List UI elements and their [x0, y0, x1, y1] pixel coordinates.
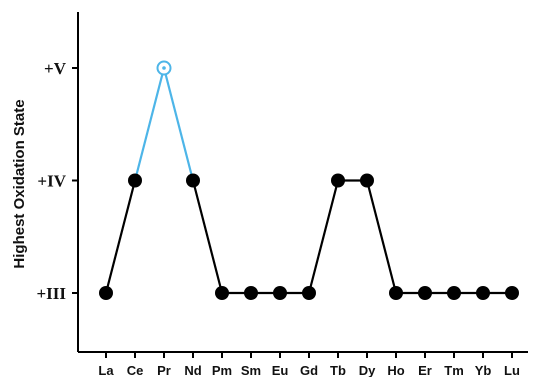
y-tick-label: +V — [44, 59, 67, 78]
data-point-nd — [186, 173, 200, 188]
x-tick-label-yb: Yb — [475, 363, 492, 377]
data-point-sm — [244, 286, 258, 300]
y-axis-title: Highest Oxidation State — [11, 99, 28, 268]
y-ticks: +III +IV +V — [36, 59, 78, 303]
data-point-lu — [505, 286, 519, 300]
x-tick-label-eu: Eu — [272, 363, 289, 377]
data-point-la — [99, 286, 113, 300]
y-tick-label: +III — [36, 284, 66, 303]
data-point-eu — [273, 286, 287, 300]
axes — [77, 12, 528, 353]
series-segment-10 — [365, 180, 398, 294]
data-point-ho — [389, 286, 403, 300]
x-tick-label-pm: Pm — [212, 363, 232, 377]
x-tick-label-pr: Pr — [157, 363, 171, 377]
data-point-er — [418, 286, 432, 300]
series-segment-4 — [191, 180, 224, 294]
data-point-dy — [360, 173, 374, 188]
x-tick-label-la: La — [98, 363, 114, 377]
series-line — [104, 67, 512, 295]
x-tick-label-gd: Gd — [300, 363, 318, 377]
series-segment-3 — [162, 67, 195, 181]
x-tick-label-tb: Tb — [330, 363, 346, 377]
series-segment-1 — [104, 180, 137, 294]
x-ticks: La Ce Pr Nd Pm Sm Eu Gd Tb Dy Ho Er Tm Yb Lu — [98, 352, 520, 377]
x-tick-label-dy: Dy — [359, 363, 376, 377]
data-point-yb — [476, 286, 490, 300]
series-segment-8 — [307, 180, 340, 294]
data-point-tm — [447, 286, 461, 300]
data-point-tb — [331, 173, 345, 188]
x-tick-label-nd: Nd — [184, 363, 201, 377]
data-point-gd — [302, 286, 316, 300]
series-markers — [99, 60, 519, 300]
y-tick-label: +IV — [37, 172, 66, 191]
data-point-pm — [215, 286, 229, 300]
series-segment-2 — [133, 67, 166, 181]
data-point-pr — [156, 60, 172, 76]
x-tick-label-sm: Sm — [241, 363, 261, 377]
x-tick-label-tm: Tm — [444, 363, 464, 377]
data-point-ce — [128, 173, 142, 188]
x-tick-label-ce: Ce — [127, 363, 144, 377]
x-tick-label-er: Er — [418, 363, 432, 377]
x-tick-label-ho: Ho — [387, 363, 404, 377]
x-tick-label-lu: Lu — [504, 363, 520, 377]
